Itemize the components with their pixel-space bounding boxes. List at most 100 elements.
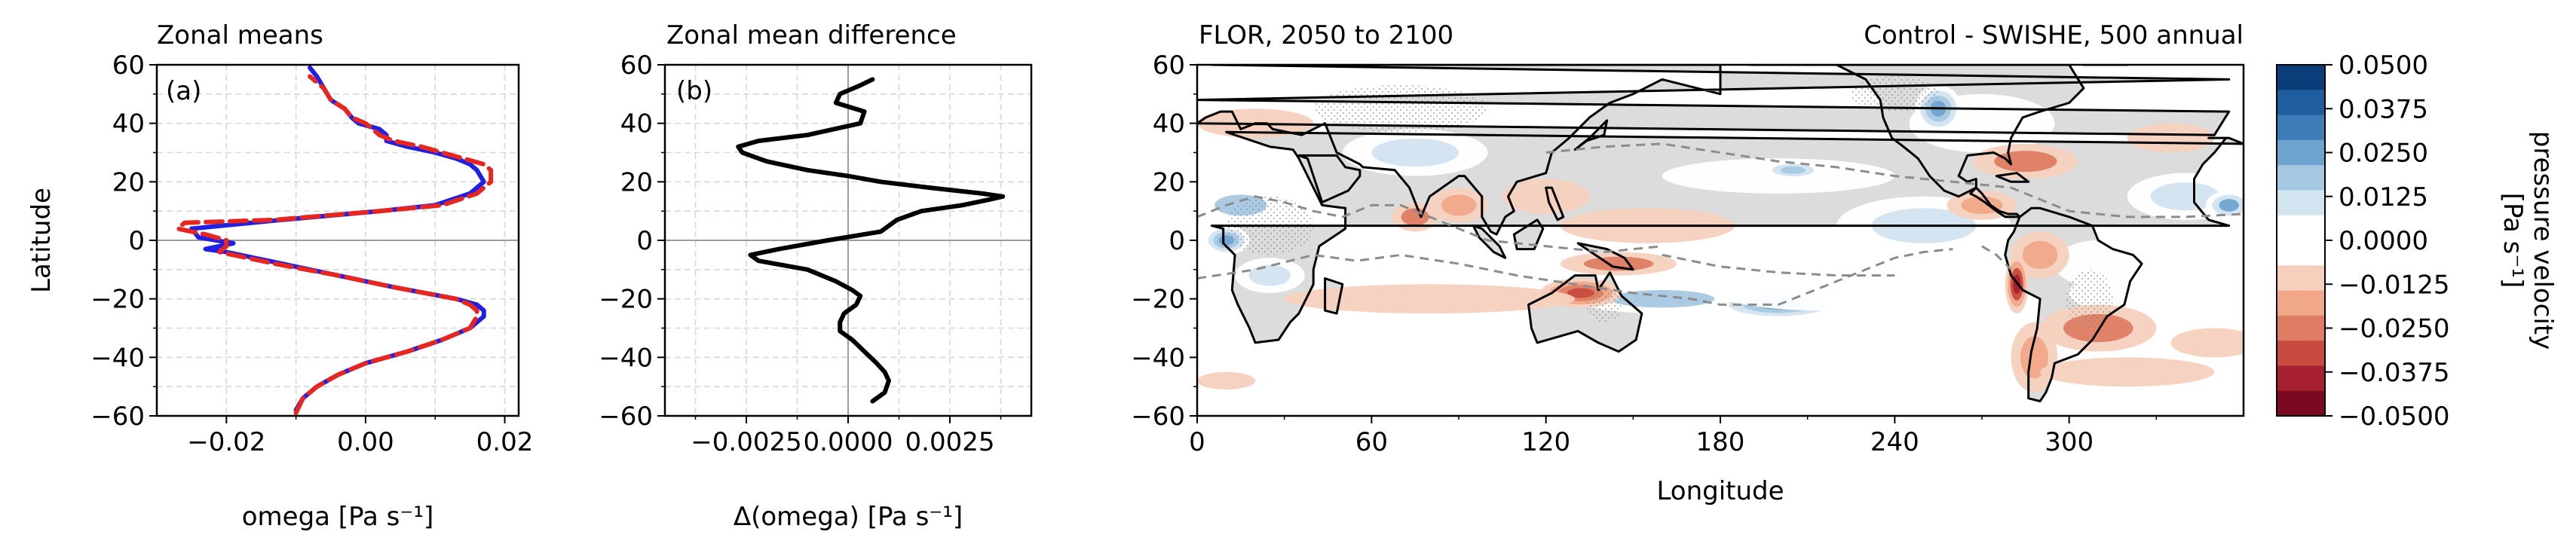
colorbar-tick-label: 0.0500 — [2339, 50, 2428, 81]
coastline-africa — [1210, 130, 2244, 344]
coastline-madagascar — [1324, 277, 1344, 315]
b-ytick-label: −60 — [599, 402, 653, 432]
b-ytick-label: −40 — [599, 343, 653, 373]
field-blob-24 — [1441, 194, 1477, 216]
colorbar-tick-label: −0.0500 — [2339, 402, 2449, 432]
field-blob-25 — [1284, 284, 1576, 314]
b-ytick-label: 60 — [620, 50, 653, 81]
map-ytick-label: −20 — [1131, 285, 1185, 315]
colorbar-tick-label: 0.0125 — [2339, 182, 2428, 212]
colorbar-ticks: 0.0500 0.0375 0.0250 0.0125 0.0000 −0.0125 −0.… — [2325, 50, 2449, 432]
coastline-newguinea — [1576, 242, 1634, 271]
a-ytick-label: 40 — [112, 109, 145, 139]
colorbar: 0.0500 0.0375 0.0250 0.0125 0.0000 −0.0125 −0.… — [2276, 50, 2558, 432]
a-ytick-label: −60 — [90, 402, 145, 432]
field-blob-27 — [1994, 151, 2057, 173]
map-panel: FLOR, 2050 to 2100 Control - SWISHE, 500… — [1131, 20, 2245, 506]
b-xtick-label: −0.0025 — [691, 427, 801, 457]
dashed-contour-0 — [1197, 248, 1953, 306]
panel-a-title: Zonal means — [157, 20, 323, 50]
field-blob-13 — [1248, 264, 1291, 286]
map-xtick-label: 120 — [1521, 427, 1570, 457]
panel-b-xlabel: Δ(omega) [Pa s⁻¹] — [734, 502, 963, 532]
map-field-contours — [1197, 67, 2244, 393]
map-dashed-contours — [1197, 142, 2244, 306]
field-blob-20 — [1583, 256, 1654, 271]
b-xtick-label: 0.0025 — [905, 427, 995, 457]
coastline-borneo — [1512, 218, 1545, 251]
colorbar-tick-label: 0.0000 — [2339, 226, 2428, 256]
field-blob-14 — [1371, 138, 1459, 167]
b-xtick-label: 0.0000 — [804, 427, 893, 457]
map-xtick-label: 300 — [2045, 427, 2094, 457]
colorbar-tick-label: −0.0250 — [2339, 314, 2449, 344]
coastline-northamerica — [1748, 65, 2085, 198]
map-ytick-label: −60 — [1131, 402, 1185, 432]
colorbar-tick-label: −0.0125 — [2339, 270, 2449, 300]
colorbar-label-line2: [Pa s⁻¹] — [2498, 193, 2528, 288]
coastline-sumatra — [1472, 225, 1507, 259]
map-title-left: FLOR, 2050 to 2100 — [1199, 20, 1453, 50]
a-xtick-label: 0.02 — [476, 427, 534, 457]
map-clip-group — [1197, 65, 2244, 403]
field-blob-19 — [1567, 288, 1594, 298]
map-xlabel: Longitude — [1656, 476, 1784, 506]
field-blob-9 — [2150, 182, 2221, 211]
colorbar-swatch-3 — [2277, 139, 2325, 166]
hatch-region-4 — [1586, 287, 1622, 322]
a-ytick-label: −20 — [90, 285, 145, 315]
b-ytick-label: 0 — [636, 226, 653, 256]
dashed-contour-2 — [1545, 142, 2244, 218]
colorbar-swatch-8 — [2277, 265, 2325, 292]
map-xtick-label: 0 — [1189, 427, 1205, 457]
map-ytick-label: 40 — [1153, 109, 1185, 139]
b-ytick-label: 40 — [620, 109, 653, 139]
field-blob-10 — [2219, 199, 2239, 212]
field-blob-30 — [2020, 336, 2048, 379]
panel-a-ticks: −60 −40 −20 0 20 40 60 −0.02 0.00 0.02 — [90, 50, 533, 457]
colorbar-swatch-13 — [2277, 390, 2325, 417]
a-xtick-label: 0.00 — [337, 427, 394, 457]
colorbar-swatch-6 — [2277, 215, 2325, 241]
b-ytick-label: 20 — [620, 167, 653, 197]
coastline-eurasia — [1197, 65, 2231, 236]
panel-a-ylabel: Latitude — [26, 188, 57, 293]
map-ytick-label: 20 — [1153, 167, 1185, 197]
b-series-0-line — [736, 77, 1006, 404]
map-xtick-label: 60 — [1355, 427, 1388, 457]
colorbar-swatch-2 — [2277, 115, 2325, 141]
map-ytick-label: 60 — [1153, 50, 1185, 81]
colorbar-swatch-9 — [2277, 290, 2325, 316]
coastline-japan — [1573, 119, 1609, 151]
panel-b-title: Zonal mean difference — [666, 20, 957, 50]
a-ytick-label: 20 — [112, 167, 145, 197]
colorbar-swatches — [2277, 65, 2325, 417]
panel-b-grid — [665, 65, 1031, 416]
map-xtick-label: 180 — [1696, 427, 1745, 457]
a-series-1-line — [175, 74, 494, 416]
colorbar-swatch-1 — [2277, 90, 2325, 116]
map-ticks: −60 −40 −20 0 20 40 60 0 60 120 180 240 300 — [1131, 50, 2158, 457]
panel-a-series — [175, 65, 494, 416]
colorbar-tick-label: 0.0250 — [2339, 139, 2428, 169]
colorbar-tick-label: −0.0375 — [2339, 358, 2449, 388]
colorbar-swatch-11 — [2277, 341, 2325, 366]
colorbar-label: pressure velocity [Pa s⁻¹] — [2498, 131, 2558, 350]
dashed-contour-4 — [1981, 245, 2012, 270]
coastline-philippines — [1545, 186, 1565, 221]
colorbar-swatch-10 — [2277, 315, 2325, 341]
colorbar-swatch-5 — [2277, 190, 2325, 216]
colorbar-swatch-7 — [2277, 240, 2325, 266]
coastline-cuba — [1995, 172, 2030, 183]
map-title-right: Control - SWISHE, 500 annual — [1864, 20, 2244, 50]
field-blob-15 — [1284, 67, 1460, 91]
coastline-australia — [1527, 271, 1643, 353]
field-blob-5 — [1780, 166, 1806, 174]
field-blob-33 — [2127, 123, 2215, 153]
b-ytick-label: −20 — [599, 285, 653, 315]
panel-b-label: (b) — [676, 76, 712, 106]
map-ytick-label: 0 — [1169, 226, 1185, 256]
coastline-arabia — [1297, 154, 1362, 203]
panel-a: Zonal means −60 −40 −20 0 20 40 60 −0.02 0.00 0.0… — [26, 20, 533, 532]
